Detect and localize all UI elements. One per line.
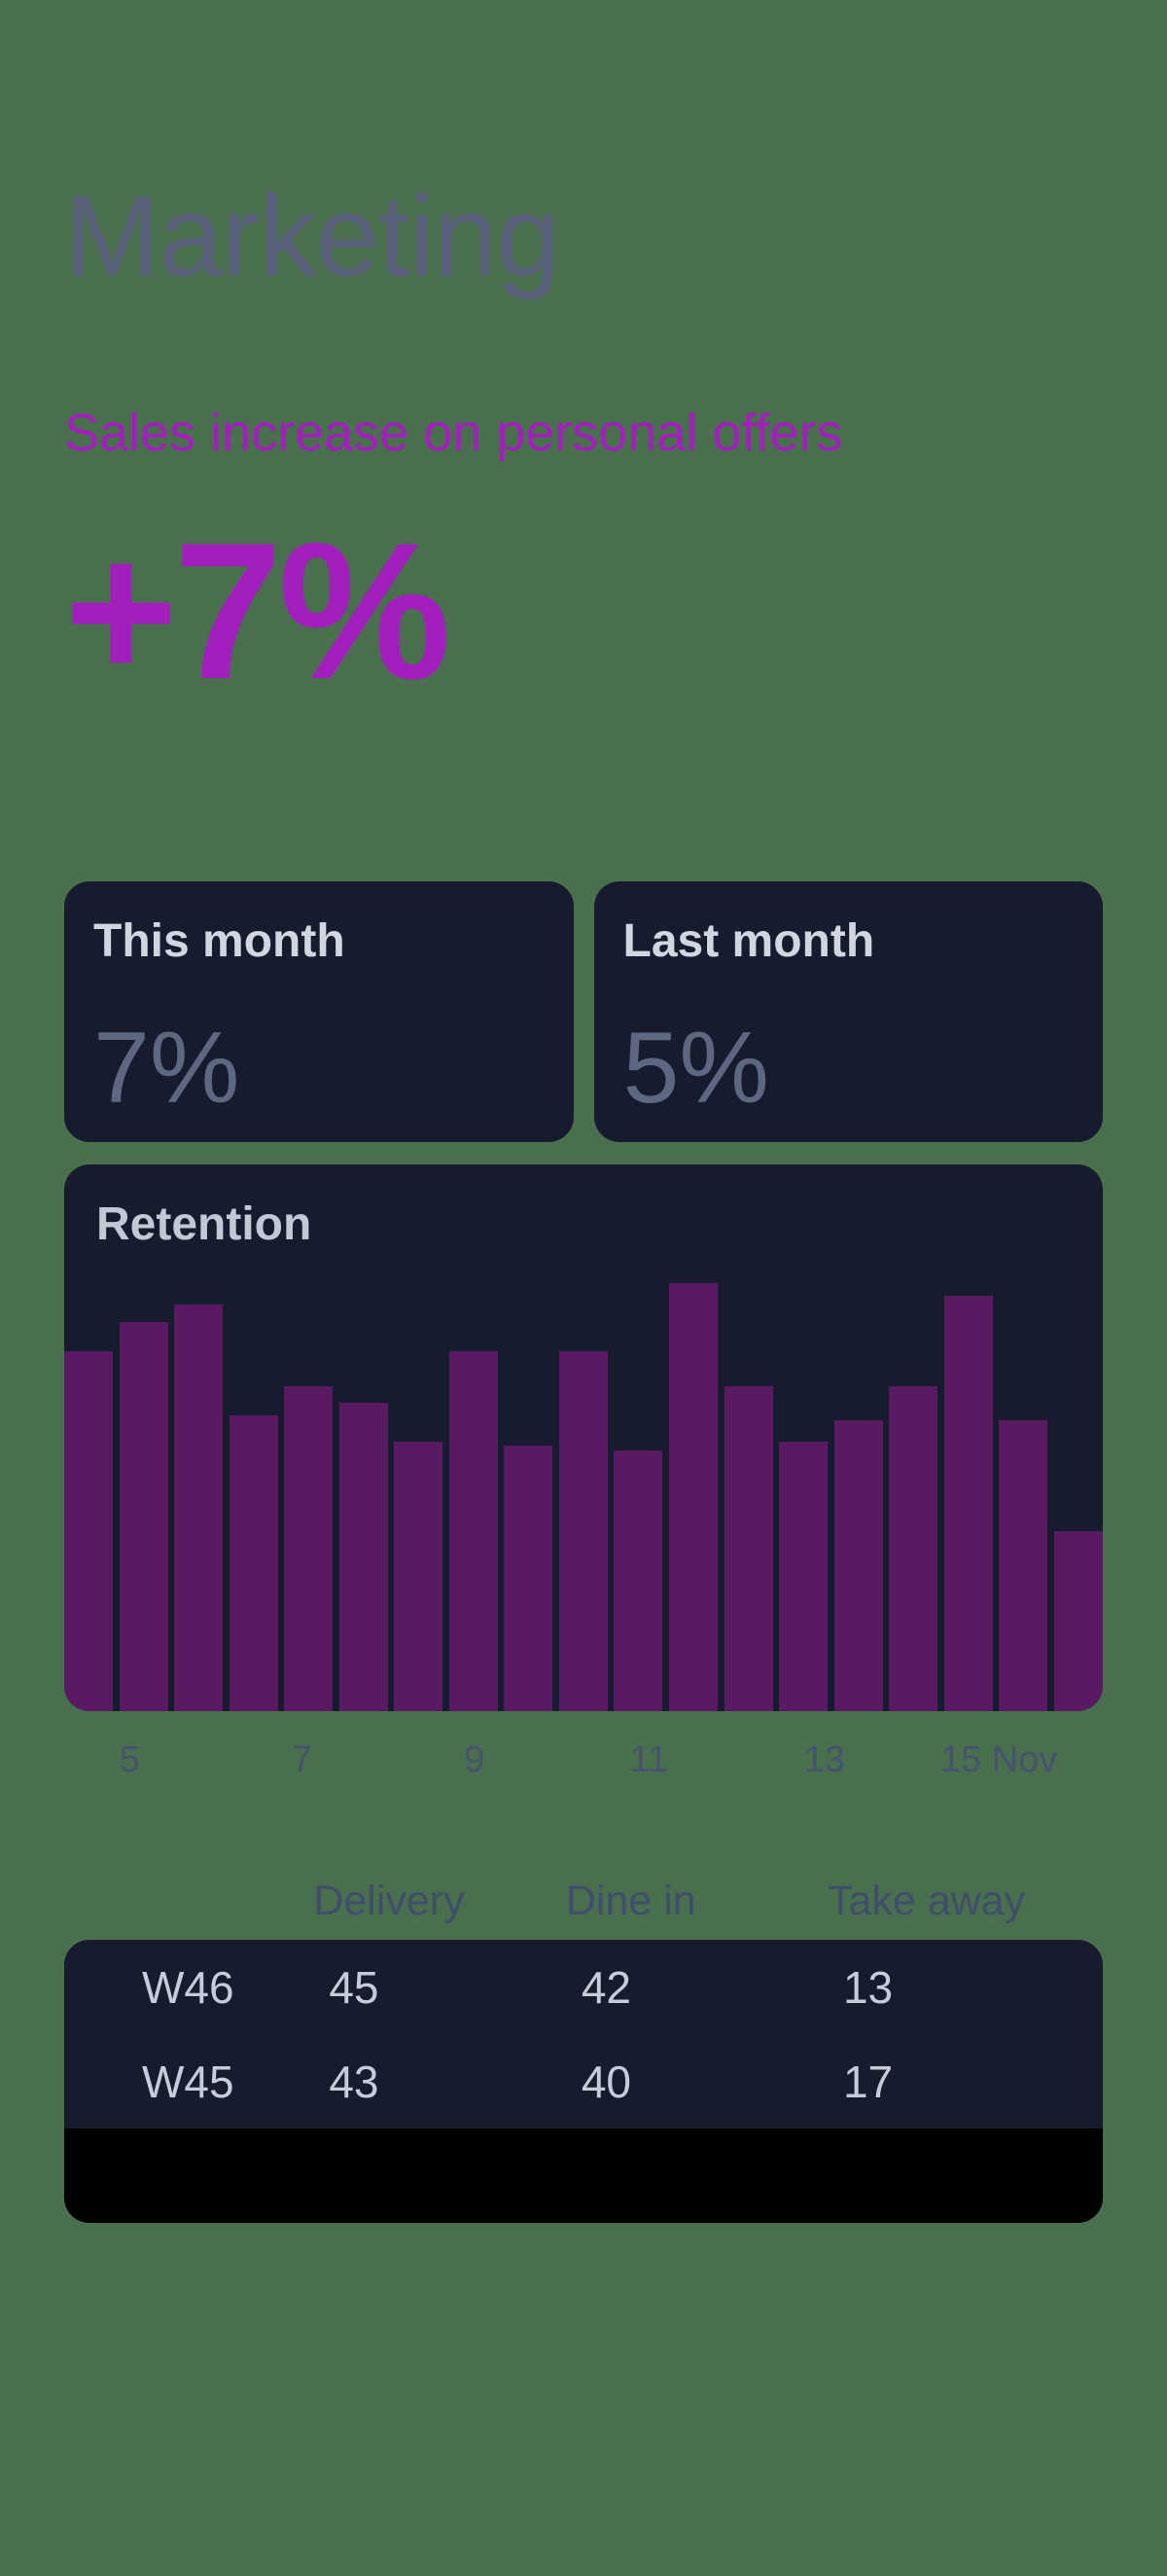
x-tick-label: 15 Nov [939,1739,1058,1780]
table-header-cell: Take away [827,1878,1026,1924]
table-cell: 42 [581,1961,631,2013]
retention-bar [338,1403,388,1711]
retention-bar [558,1351,608,1711]
table-cell: 40 [581,2056,631,2107]
stat-label: Last month [622,915,875,967]
retention-bar [943,1296,993,1711]
retention-card: Retention [64,1164,1103,1711]
retention-bar [724,1385,773,1711]
retention-bar [284,1385,334,1711]
table-row: W46 45 42 13 [64,1940,1103,2034]
table-body: W46 45 42 13 W45 43 40 17 [64,1940,1103,2129]
kpi-percentage: +7% [64,503,451,720]
retention-bar [448,1351,498,1711]
retention-title: Retention [96,1199,312,1250]
table-header-row: Delivery Dine in Take away [64,1877,1103,1925]
stat-card-this-month: This month 7% [64,881,574,1142]
orders-table-card: W46 45 42 13 W45 43 40 17 [64,1940,1103,2223]
retention-bar [889,1385,938,1711]
x-tick-label: 11 [629,1739,669,1780]
retention-bar [1053,1531,1103,1711]
table-black-section [64,2129,1103,2223]
x-tick-label: 9 [464,1739,485,1780]
x-tick-label: 7 [291,1739,313,1780]
x-tick-label: 13 [803,1739,845,1780]
table-header-cell: Delivery [313,1878,465,1924]
retention-bar [669,1283,719,1711]
table-cell: W45 [142,2056,234,2107]
stat-card-last-month: Last month 5% [593,881,1103,1142]
stat-label: This month [93,915,345,967]
retention-bar [119,1321,168,1711]
retention-bar [174,1305,224,1711]
table-cell: 45 [329,1961,379,2013]
table-cell: 13 [842,1961,894,2013]
retention-bar [229,1415,278,1711]
retention-bar [64,1351,113,1711]
retention-bar [833,1419,883,1711]
table-cell: 17 [842,2056,894,2107]
retention-bar [999,1419,1048,1711]
retention-bars [64,1283,1103,1711]
retention-bar [394,1441,443,1711]
marketing-screen: Marketing Sales increase on personal off… [0,173,1167,2223]
retention-bar [779,1441,829,1711]
table-header-cell [64,1877,313,1925]
table-row: W45 43 40 17 [64,2034,1103,2129]
retention-bar [614,1449,663,1711]
stats-row: This month 7% Last month 5% [64,881,1103,1142]
table-header-cell: Dine in [565,1878,696,1924]
x-tick-label: 5 [119,1739,140,1780]
stat-value: 7% [93,1012,240,1125]
stat-value: 5% [622,1012,769,1125]
table-cell: W46 [142,1961,234,2013]
sales-increase-subtitle: Sales increase on personal offers [64,404,843,462]
retention-bar [504,1446,553,1711]
retention-x-axis: 5 7 9 11 13 15 Nov [64,1739,1103,1782]
page-title: Marketing [64,172,560,301]
table-cell: 43 [329,2056,379,2107]
